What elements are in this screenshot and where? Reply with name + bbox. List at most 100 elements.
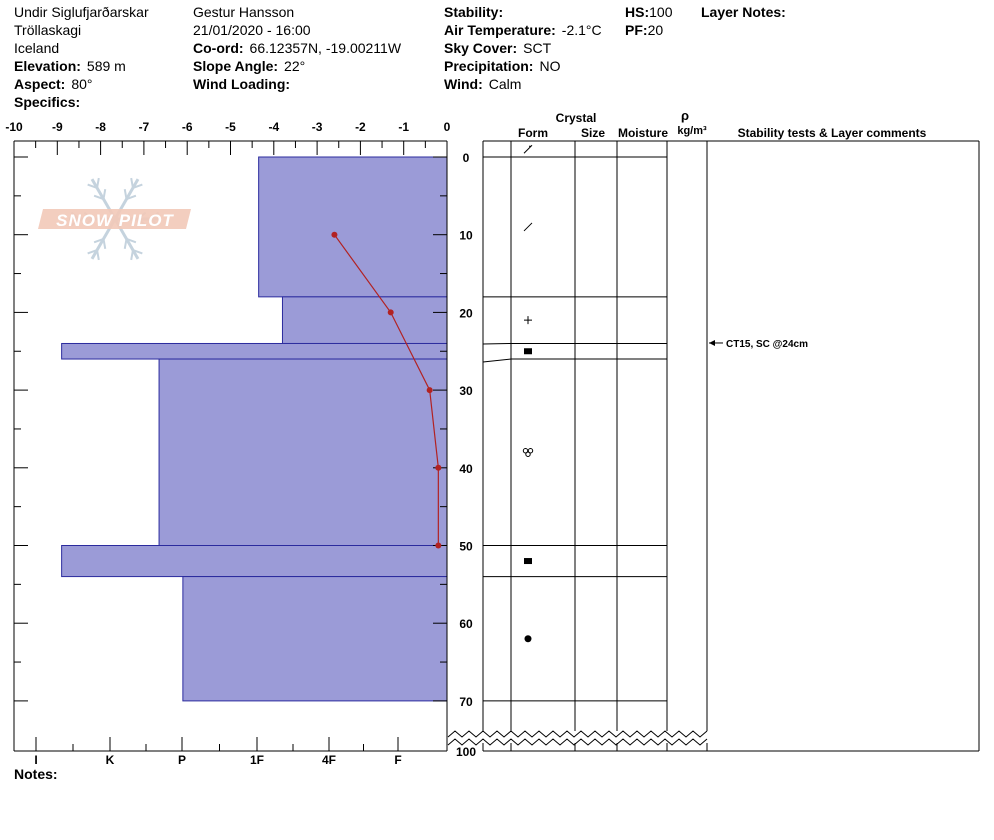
elevation-value: 589 m [86,58,126,74]
stability-test-arrowhead [709,339,715,346]
grain-form-symbol [527,448,534,454]
logo-text: SNOW PILOT [56,211,174,230]
snowflake-branch [93,194,104,201]
hardness-bar [182,576,448,702]
snowpilot-logo: SNOW PILOT [38,177,191,261]
hardness-bar [61,545,448,578]
precip-value: NO [539,58,561,74]
temp-tick-label: -7 [139,120,150,134]
observation-datetime: 21/01/2020 - 16:00 [193,22,311,38]
notes-label: Notes: [14,766,58,782]
snowflake-branch [123,238,128,249]
slope-value: 22° [284,58,306,74]
temp-tick-label: -3 [312,120,323,134]
elevation-row: Elevation: 589 m [14,57,126,75]
temp-tick-label: -9 [52,120,63,134]
specifics-label: Specifics: [14,94,81,110]
temp-tick-label: -5 [225,120,236,134]
observer-name: Gestur Hansson [193,4,295,20]
temp-tick-label: -8 [95,120,106,134]
hardness-tick-label: I [34,753,37,767]
depth-tick-label: 40 [459,462,473,476]
snowflake-branch [123,189,128,200]
pf-value: 20 [647,22,664,38]
layer-boundary-connector [482,358,512,363]
hardness-bar [281,296,448,344]
temp-tick-label: 0 [444,120,451,134]
moisture-header: Moisture [618,126,668,140]
hardness-bar [61,342,448,360]
grain-form-symbol [524,348,532,355]
hs-row: HS:100 [625,3,672,21]
hardness-tick-label: P [178,753,186,767]
depth-tick-label: 10 [459,229,473,243]
snowflake-branch [102,189,107,200]
stability-test-label: CT15, SC @24cm [726,339,808,350]
temp-tick-label: -10 [5,120,23,134]
coord-value: 66.12357N, -19.00211W [249,40,402,56]
grain-form-symbol [523,144,533,154]
size-header: Size [581,126,605,140]
layer-description-panel: Crystal Form Size Moisture ρ kg/m³ Stability t… [447,108,980,752]
comments-header: Stability tests & Layer comments [738,126,927,140]
precip-row: Precipitation: NO [444,57,560,75]
temperature-point [426,387,433,394]
depth-tick-label: 100 [456,745,476,759]
logo-band [38,209,191,229]
slope-row: Slope Angle: 22° [193,57,305,75]
depth-tick-label: 70 [459,695,473,709]
depth-tick-label: 60 [459,617,473,631]
density-unit-header: kg/m³ [677,125,707,137]
sky-label: Sky Cover: [444,40,518,56]
slope-label: Slope Angle: [193,58,279,74]
snowflake-branch [93,237,104,244]
grain-form-symbol [525,451,531,457]
air-temp-value: -2.1°C [561,22,602,38]
elevation-label: Elevation: [14,58,81,74]
wind-loading-label: Wind Loading: [193,76,291,92]
wind-row: Wind: Calm [444,75,521,93]
snowflake-branch [96,177,100,189]
temperature-point [387,309,394,316]
hardness-tick-label: F [394,753,401,767]
stability-label: Stability: [444,4,504,20]
temp-tick-label: -2 [355,120,366,134]
snowflake-branch [132,249,143,255]
snowflake-branch [87,249,98,255]
hardness-tick-label: K [106,753,115,767]
coord-label: Co-ord: [193,40,244,56]
aspect-label: Aspect: [14,76,66,92]
grain-form-symbol [524,558,532,565]
snowflake-branch [130,177,134,189]
air-temp-label: Air Temperature: [444,22,556,38]
temp-tick-label: -6 [182,120,193,134]
air-temp-row: Air Temperature: -2.1°C [444,21,602,39]
hardness-bar [158,358,448,546]
hardness-bar [258,156,448,298]
snowflake-branch [126,237,137,244]
snowflake-branch [126,194,137,201]
coord-row: Co-ord: 66.12357N, -19.00211W [193,39,401,57]
location-name: Undir Siglufjarðarskar [14,4,149,20]
hs-label: HS: [625,4,650,20]
temperature-point [331,231,338,238]
aspect-value: 80° [71,76,93,92]
aspect-row: Aspect: 80° [14,75,93,93]
wind-label: Wind: [444,76,483,92]
depth-tick-label: 0 [463,151,470,165]
layer-boundary-connector [482,342,512,345]
grain-form-symbol [524,316,532,325]
crystal-header: Crystal [556,111,597,125]
depth-tick-label: 20 [459,306,473,320]
hardness-tick-label: 4F [322,753,336,767]
pf-label: PF: [625,22,648,38]
rho-header: ρ [681,108,689,123]
temp-tick-label: -4 [268,120,279,134]
pf-row: PF:20 [625,21,663,39]
layer-notes-label: Layer Notes: [701,4,786,20]
form-header: Form [518,126,548,140]
hardness-tick-label: 1F [250,753,264,767]
wind-value: Calm [488,76,522,92]
precip-label: Precipitation: [444,58,534,74]
